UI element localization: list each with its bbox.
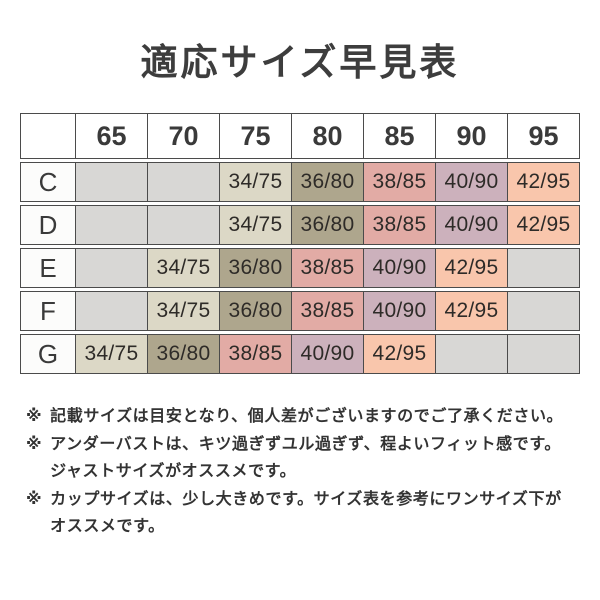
column-header-85: 85 [364,113,436,159]
note-line: 記載サイズは目安となり、個人差がございますのでご了承ください。 [50,408,564,425]
size-cell: 42/95 [436,248,508,288]
table-row-f: F 34/75 36/80 38/85 40/90 42/95 [20,291,580,331]
size-cell: 36/80 [220,248,292,288]
size-cell: 36/80 [148,334,220,374]
row-label-d: D [20,205,76,245]
note-line: ジャストサイズがオススメです。 [50,463,297,481]
size-cell: 42/95 [364,334,436,374]
note-marker: ※ [26,435,43,453]
size-cell [508,334,580,374]
column-header-95: 95 [508,113,580,159]
note-line: オススメです。 [50,518,165,536]
size-cell: 40/90 [436,162,508,202]
size-cell [76,205,148,245]
size-cell: 42/95 [436,291,508,331]
size-cell: 38/85 [292,248,364,288]
size-cell: 36/80 [292,205,364,245]
column-header-70: 70 [148,113,220,159]
size-cell: 40/90 [292,334,364,374]
table-row-g: G 34/75 36/80 38/85 40/90 42/95 [20,334,580,374]
table-row-e: E 34/75 36/80 38/85 40/90 42/95 [20,248,580,288]
size-cell [436,334,508,374]
size-cell [76,162,148,202]
note-text: アンダーバストは、キツ過ぎずユル過ぎず、程よいフィット感です。 ジャストサイズが… [50,431,584,486]
size-cell: 36/80 [292,162,364,202]
header-row: 65 70 75 80 85 90 95 [20,113,580,159]
table-row-d: D 34/75 36/80 38/85 40/90 42/95 [20,205,580,245]
size-cell [148,162,220,202]
note-item: ※ 記載サイズは目安となり、個人差がございますのでご了承ください。 [26,403,584,431]
size-cell: 34/75 [148,291,220,331]
note-marker: ※ [26,490,43,508]
size-cell: 34/75 [148,248,220,288]
size-cell: 42/95 [508,205,580,245]
size-cell [508,291,580,331]
footnotes: ※ 記載サイズは目安となり、個人差がございますのでご了承ください。 ※ アンダー… [26,403,584,541]
note-marker: ※ [26,408,43,425]
size-cell: 36/80 [220,291,292,331]
note-text: 記載サイズは目安となり、個人差がございますのでご了承ください。 [50,403,584,431]
size-cell: 34/75 [76,334,148,374]
column-header-65: 65 [76,113,148,159]
size-cell [76,291,148,331]
size-cell [508,248,580,288]
size-cell [148,205,220,245]
size-cell: 40/90 [436,205,508,245]
size-cell: 38/85 [292,291,364,331]
size-cell: 40/90 [364,248,436,288]
note-item: ※ カップサイズは、少し大きめです。サイズ表を参考にワンサイズ下が オススメです… [26,486,584,541]
size-cell: 38/85 [364,205,436,245]
row-label-f: F [20,291,76,331]
note-text: カップサイズは、少し大きめです。サイズ表を参考にワンサイズ下が オススメです。 [50,486,584,541]
column-header-80: 80 [292,113,364,159]
note-item: ※ アンダーバストは、キツ過ぎずユル過ぎず、程よいフィット感です。 ジャストサイ… [26,431,584,486]
row-label-g: G [20,334,76,374]
size-table: 65 70 75 80 85 90 95 C 34/75 36/80 38/85… [20,110,580,377]
column-header-90: 90 [436,113,508,159]
size-cell: 34/75 [220,162,292,202]
note-line: アンダーバストは、キツ過ぎずユル過ぎず、程よいフィット感です。 [50,435,561,453]
page-title: 適応サイズ早見表 [140,42,460,83]
size-cell [76,248,148,288]
corner-cell [20,113,76,159]
size-cell: 38/85 [364,162,436,202]
row-label-c: C [20,162,76,202]
size-cell: 38/85 [220,334,292,374]
size-cell: 42/95 [508,162,580,202]
note-line: カップサイズは、少し大きめです。サイズ表を参考にワンサイズ下が [50,490,562,508]
size-cell: 34/75 [220,205,292,245]
row-label-e: E [20,248,76,288]
column-header-75: 75 [220,113,292,159]
size-cell: 40/90 [364,291,436,331]
table-row-c: C 34/75 36/80 38/85 40/90 42/95 [20,162,580,202]
